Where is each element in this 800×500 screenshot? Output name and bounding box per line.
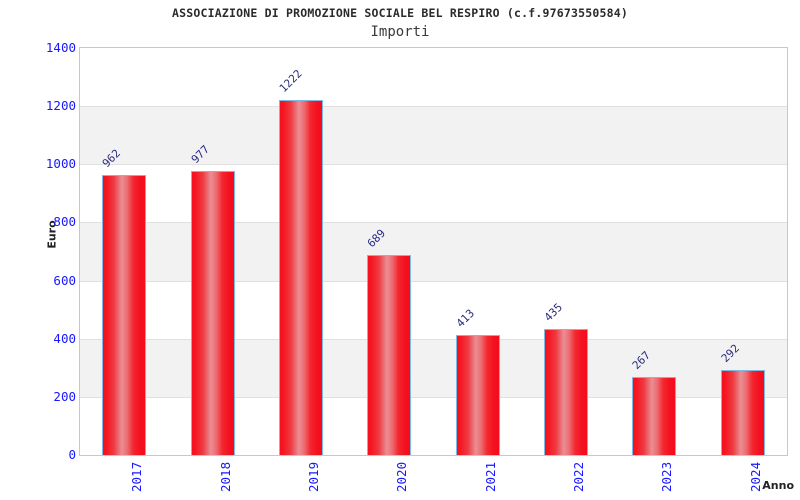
x-tick-label: 2022 <box>571 461 587 492</box>
y-tick-label: 1000 <box>45 156 76 172</box>
bar[interactable] <box>102 175 147 455</box>
plot-band <box>80 106 787 165</box>
chart-subtitle: Importi <box>370 24 430 40</box>
y-tick-label: 800 <box>53 214 76 230</box>
plot-band <box>80 338 787 397</box>
x-tick-label: 2018 <box>217 461 233 492</box>
gridline <box>80 164 787 165</box>
gridline <box>80 106 787 107</box>
y-tick-label: 1400 <box>45 40 76 55</box>
x-tick-label: 2024 <box>747 461 763 492</box>
x-tick-label: 2019 <box>305 461 321 492</box>
x-tick-label: 2017 <box>129 461 145 492</box>
gridline <box>80 222 787 223</box>
gridline <box>80 281 787 282</box>
y-tick-label: 400 <box>53 330 76 346</box>
plot-area <box>79 47 788 456</box>
bar[interactable] <box>278 99 323 455</box>
bar[interactable] <box>367 254 412 455</box>
bar[interactable] <box>544 328 589 455</box>
y-tick-label: 600 <box>53 272 76 288</box>
chart-title: ASSOCIAZIONE DI PROMOZIONE SOCIALE BEL R… <box>172 6 628 20</box>
bar[interactable] <box>455 334 500 455</box>
x-tick-label: 2021 <box>482 461 498 492</box>
bar[interactable] <box>720 370 765 455</box>
y-tick-label: 200 <box>53 388 76 404</box>
x-tick-label: 2020 <box>394 461 410 492</box>
bar[interactable] <box>190 170 235 455</box>
gridline <box>80 397 787 398</box>
y-tick-label: 0 <box>68 447 76 462</box>
gridline <box>80 339 787 340</box>
plot-band <box>80 222 787 281</box>
x-tick-label: 2023 <box>659 461 675 492</box>
x-axis-title: Anno <box>762 479 794 492</box>
bar[interactable] <box>632 377 677 455</box>
y-tick-label: 1200 <box>45 98 76 114</box>
